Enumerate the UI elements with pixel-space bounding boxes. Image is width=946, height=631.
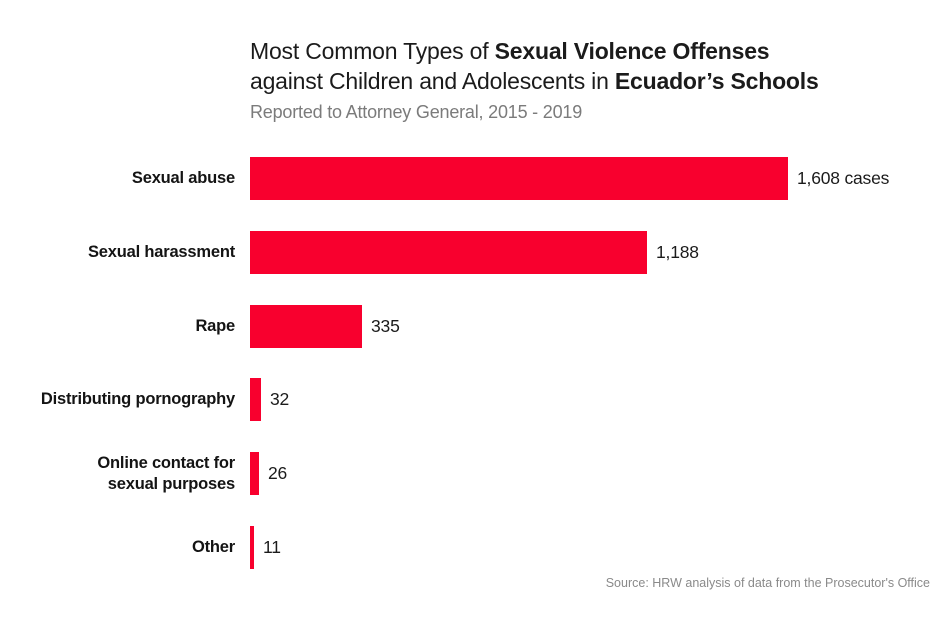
value-label: 335 — [371, 316, 400, 336]
bar-row-distributing-pornography: Distributing pornography 32 — [0, 378, 946, 421]
title-line2-regular: against Children and Adolescents in — [250, 68, 615, 94]
bar-sexual-abuse — [250, 157, 788, 200]
title-line2-bold: Ecuador’s Schools — [614, 68, 819, 94]
bar-row-sexual-harassment: Sexual harassment 1,188 — [0, 231, 946, 274]
title-line-1: Most Common Types of Sexual Violence Off… — [250, 36, 910, 66]
value-label: 26 — [268, 463, 288, 483]
value-label: 32 — [270, 389, 290, 409]
bar-row-rape: Rape 335 — [0, 305, 946, 348]
chart-subtitle: Reported to Attorney General, 2015 - 201… — [250, 102, 583, 122]
title-line1-bold: Sexual Violence Offenses — [494, 38, 770, 64]
bar-sexual-harassment — [250, 231, 647, 274]
title-line-2: against Children and Adolescents in Ecua… — [250, 66, 910, 96]
category-label: Rape — [195, 317, 235, 336]
bar-online-contact — [250, 452, 259, 495]
category-label: Other — [191, 538, 235, 557]
bar-row-sexual-abuse: Sexual abuse 1,608 cases — [0, 157, 946, 200]
bar-rape — [250, 305, 362, 348]
category-label: Sexual harassment — [87, 243, 235, 262]
bar-distributing-pornography — [250, 378, 261, 421]
bar-row-online-contact: Online contact for sexual purposes 26 — [0, 452, 946, 495]
value-label: 1,608 cases — [797, 168, 890, 188]
bar-other — [250, 526, 254, 569]
source-note: Source: HRW analysis of data from the Pr… — [605, 576, 930, 590]
category-label: Distributing pornography — [40, 390, 235, 409]
value-label: 11 — [263, 537, 281, 557]
title-line1-regular: Most Common Types of — [250, 38, 495, 64]
value-label: 1,188 — [656, 242, 699, 262]
chart-title: Most Common Types of Sexual Violence Off… — [250, 36, 910, 96]
category-label: Online contact for sexual purposes — [97, 453, 235, 493]
bar-row-other: Other 11 — [0, 526, 946, 569]
category-label: Sexual abuse — [131, 169, 235, 188]
